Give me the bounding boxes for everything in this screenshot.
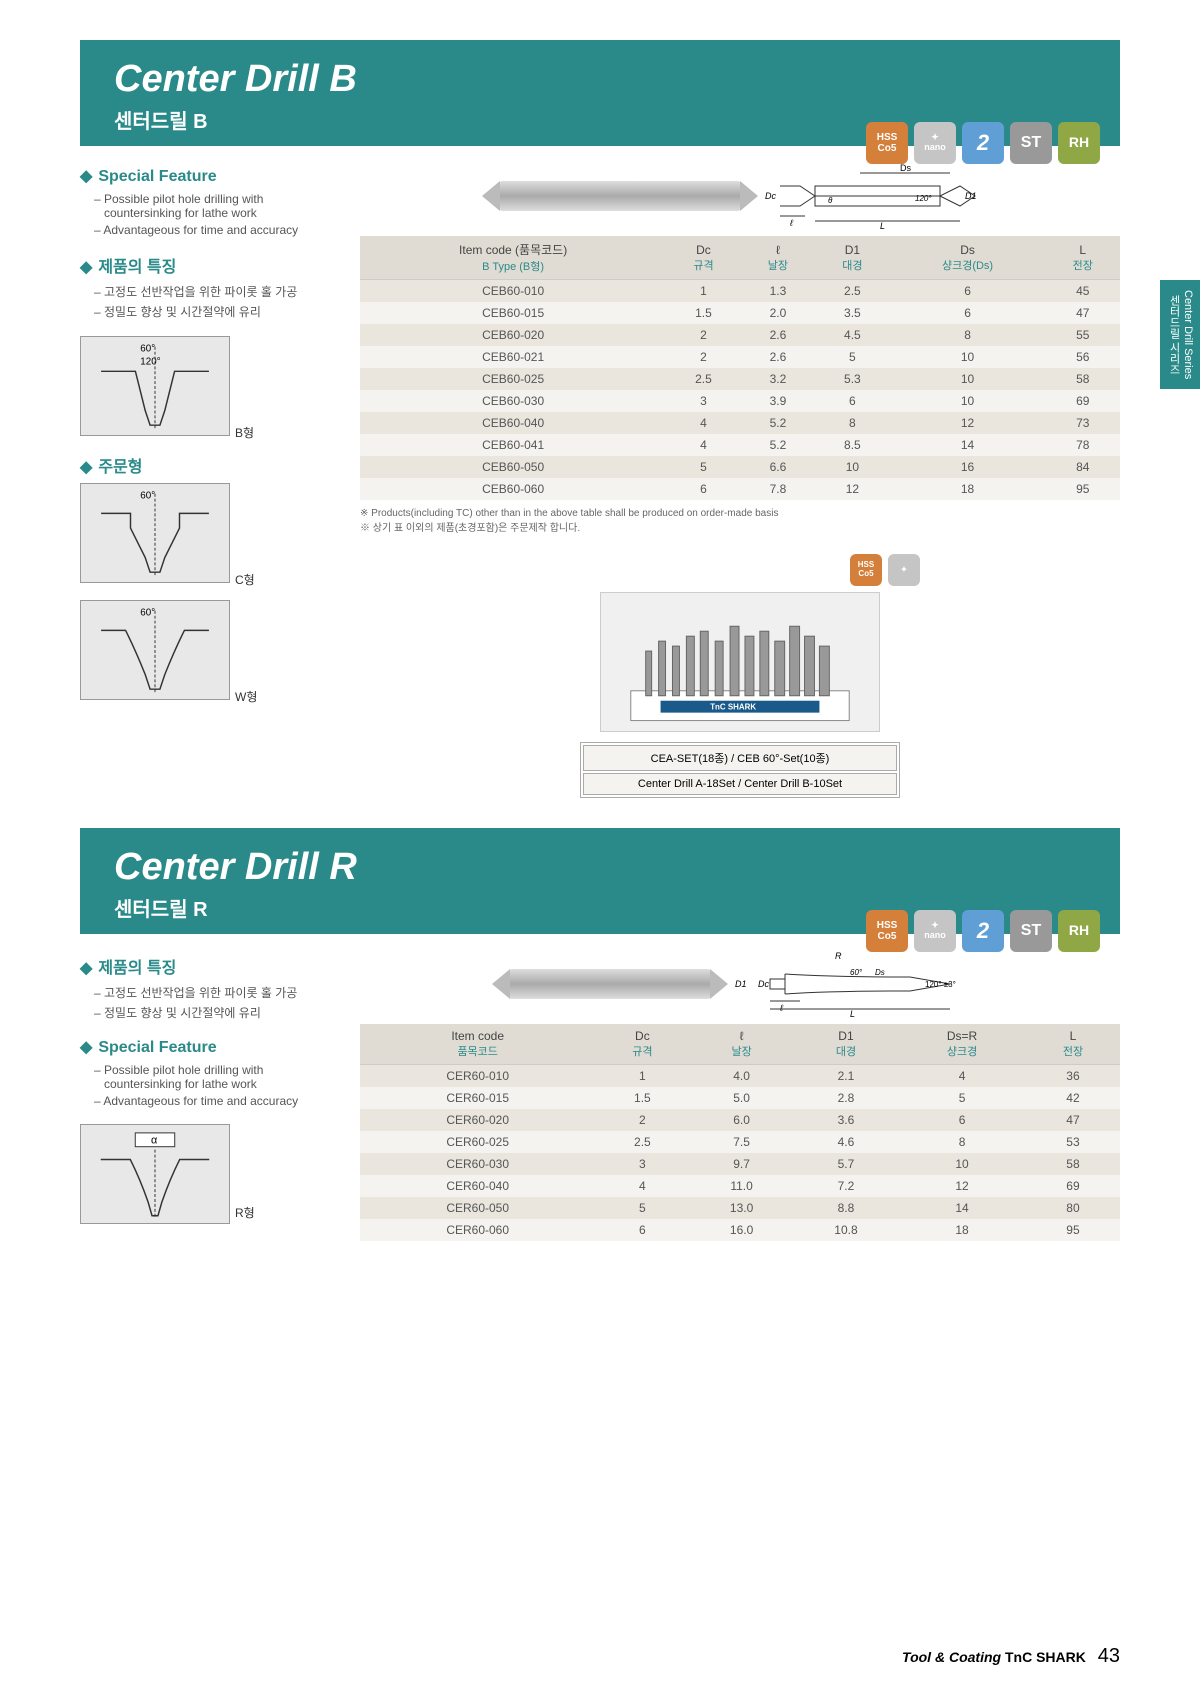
- col-header: L전장: [1045, 236, 1120, 280]
- table-row: CEB60-04145.28.51478: [360, 434, 1120, 456]
- product-image-r: R D1 Dc 60° Ds 120° ±3° ℓ L: [360, 954, 1120, 1014]
- badges-b: HSSCo5 ✦nano 2 ST RH: [866, 122, 1100, 164]
- svg-text:Ds: Ds: [875, 968, 885, 977]
- svg-text:120°: 120°: [140, 356, 160, 367]
- svg-text:L: L: [850, 1009, 855, 1019]
- table-row: CEB60-0151.52.03.5647: [360, 302, 1120, 324]
- badge-two: 2: [962, 122, 1004, 164]
- footer: Tool & Coating TnC SHARK 43: [902, 1645, 1120, 1668]
- col-header: ℓ날장: [689, 1024, 793, 1065]
- table-row: CEB60-02022.64.5855: [360, 324, 1120, 346]
- title-en-r: Center Drill R: [114, 846, 1090, 889]
- features-b: – Possible pilot hole drilling with coun…: [94, 192, 340, 237]
- table-row: CER60-0151.55.02.8542: [360, 1087, 1120, 1109]
- col-header: ℓ날장: [741, 236, 815, 280]
- diagram-b-type: 60° 120°: [80, 336, 230, 436]
- svg-text:TnC SHARK: TnC SHARK: [710, 703, 756, 712]
- svg-text:60°: 60°: [850, 968, 863, 977]
- table-row: CEB60-04045.281273: [360, 412, 1120, 434]
- table-row: CER60-03039.75.71058: [360, 1153, 1120, 1175]
- col-header: L전장: [1026, 1024, 1120, 1065]
- svg-text:120° ±3°: 120° ±3°: [925, 980, 956, 989]
- badge-rh: RH: [1058, 910, 1100, 952]
- col-header: D1대경: [794, 1024, 898, 1065]
- svg-text:60°: 60°: [140, 344, 155, 355]
- col-header: Item code품목코드: [360, 1024, 595, 1065]
- diagram-r-type: α: [80, 1124, 230, 1224]
- table-row: CEB60-06067.8121895: [360, 478, 1120, 500]
- diagram-c-type: 60°: [80, 483, 230, 583]
- label-b: B형: [235, 424, 340, 441]
- feature-ko-title-r: ◆제품의 특징: [80, 954, 340, 978]
- badge-rh: RH: [1058, 122, 1100, 164]
- table-row: CEB60-0252.53.25.31058: [360, 368, 1120, 390]
- badges-r: HSSCo5 ✦nano 2 ST RH: [866, 910, 1100, 952]
- col-header: Item code (품목코드)B Type (B형): [360, 236, 666, 280]
- badge-st: ST: [1010, 122, 1052, 164]
- svg-text:Ds: Ds: [900, 163, 911, 173]
- svg-text:D1: D1: [965, 191, 977, 201]
- header-r: Center Drill R 센터드릴 R HSSCo5 ✦nano 2 ST …: [80, 828, 1120, 934]
- svg-text:60°: 60°: [140, 608, 155, 619]
- svg-text:ℓ: ℓ: [779, 1003, 783, 1013]
- order-title: ◆주문형: [80, 453, 340, 477]
- table-row: CER60-01014.02.1436: [360, 1065, 1120, 1088]
- feature-ko-title-b: ◆제품의 특징: [80, 253, 340, 277]
- svg-text:θ: θ: [828, 196, 833, 205]
- svg-text:Dc: Dc: [758, 979, 769, 989]
- svg-text:60°: 60°: [140, 491, 155, 502]
- table-row: CEB60-03033.961069: [360, 390, 1120, 412]
- features-ko-b: – 고정도 선반작업을 위한 파이롯 홀 가공 – 정밀도 향상 및 시간절약에…: [94, 283, 340, 320]
- table-row: CER60-050513.08.81480: [360, 1197, 1120, 1219]
- features-r: – Possible pilot hole drilling with coun…: [94, 1063, 340, 1108]
- badge-hss: HSSCo5: [866, 122, 908, 164]
- svg-text:D1: D1: [735, 979, 747, 989]
- badge-two: 2: [962, 910, 1004, 952]
- table-b: Item code (품목코드)B Type (B형)Dc규격ℓ날장D1대경Ds…: [360, 236, 1120, 500]
- svg-text:120°: 120°: [915, 194, 932, 203]
- set-table: CEA-SET(18종) / CEB 60°-Set(10종) Center D…: [580, 742, 900, 798]
- badge-st: ST: [1010, 910, 1052, 952]
- table-r: Item code품목코드Dc규격ℓ날장D1대경Ds=R샹크경L전장 CER60…: [360, 1024, 1120, 1241]
- badge-nano: ✦nano: [914, 122, 956, 164]
- table-row: CEB60-05056.6101684: [360, 456, 1120, 478]
- label-c: C형: [235, 571, 340, 588]
- badge-nano: ✦nano: [914, 910, 956, 952]
- set-image: TnC SHARK: [600, 592, 880, 732]
- header-b: Center Drill B 센터드릴 B HSSCo5 ✦nano 2 ST …: [80, 40, 1120, 146]
- side-tab: Center Drill Series센터드릴 시리즈: [1160, 280, 1200, 389]
- badge-hss: HSSCo5: [866, 910, 908, 952]
- note-b: ※ Products(including TC) other than in t…: [360, 508, 1120, 534]
- col-header: D1대경: [815, 236, 889, 280]
- label-r: R형: [235, 1204, 340, 1221]
- feature-title-b: ◆Special Feature: [80, 166, 340, 186]
- col-header: Ds샹크경(Ds): [890, 236, 1046, 280]
- col-header: Ds=R샹크경: [898, 1024, 1026, 1065]
- table-row: CER60-060616.010.81895: [360, 1219, 1120, 1241]
- title-en-b: Center Drill B: [114, 58, 1090, 101]
- product-image-b: Ds Dc 120° D1 θ ℓ L: [360, 166, 1120, 226]
- svg-text:R: R: [835, 951, 842, 961]
- feature-title-r: ◆Special Feature: [80, 1037, 340, 1057]
- table-row: CER60-02026.03.6647: [360, 1109, 1120, 1131]
- set-box: HSSCo5 ✦ TnC SHARK: [360, 554, 1120, 798]
- table-row: CER60-040411.07.21269: [360, 1175, 1120, 1197]
- table-row: CEB60-02122.651056: [360, 346, 1120, 368]
- col-header: Dc규격: [595, 1024, 689, 1065]
- diagram-w-type: 60°: [80, 600, 230, 700]
- features-ko-r: – 고정도 선반작업을 위한 파이롯 홀 가공 – 정밀도 향상 및 시간절약에…: [94, 984, 340, 1021]
- table-row: CER60-0252.57.54.6853: [360, 1131, 1120, 1153]
- svg-text:ℓ: ℓ: [789, 218, 793, 228]
- svg-text:Dc: Dc: [765, 191, 776, 201]
- col-header: Dc규격: [666, 236, 740, 280]
- svg-text:α: α: [151, 1135, 157, 1147]
- table-row: CEB60-01011.32.5645: [360, 280, 1120, 303]
- svg-text:L: L: [880, 221, 885, 231]
- label-w: W형: [235, 688, 340, 705]
